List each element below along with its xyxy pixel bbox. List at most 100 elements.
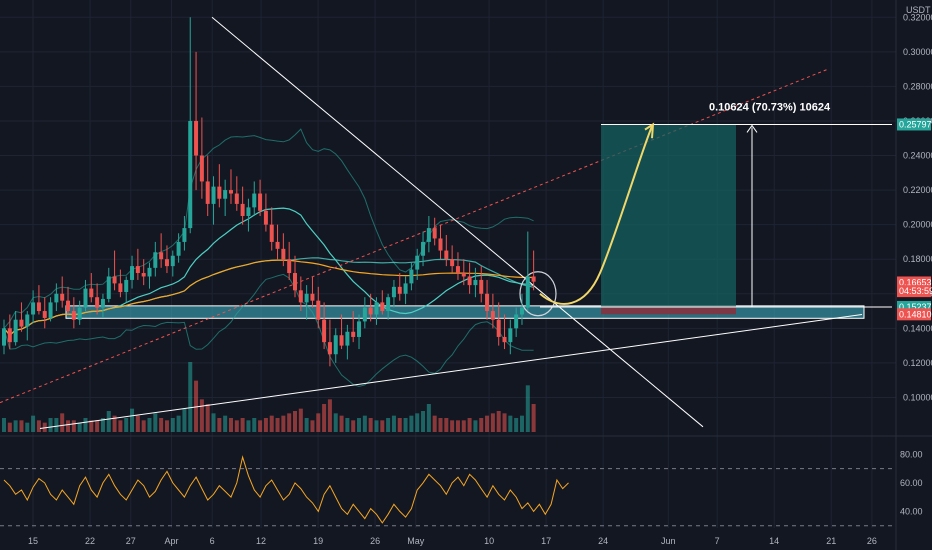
volume-bar — [48, 418, 53, 432]
volume-bar — [281, 415, 286, 432]
candle-body — [496, 319, 501, 337]
volume-bar — [217, 418, 222, 432]
volume-bar — [147, 418, 152, 432]
time-tick-label: 21 — [826, 536, 836, 546]
volume-bar — [71, 420, 76, 432]
candle-body — [211, 186, 216, 204]
candle-body — [89, 288, 94, 298]
volume-bar — [263, 418, 268, 432]
volume-bar — [106, 411, 111, 432]
candle-body — [42, 311, 47, 318]
time-tick-label: 24 — [598, 536, 608, 546]
volume-bar — [269, 415, 274, 432]
stop-zone — [601, 306, 736, 315]
volume-bars — [2, 362, 536, 432]
rsi-pane: 80.00 60.00 40.00 — [0, 449, 923, 527]
volume-bar — [223, 415, 228, 432]
volume-bar — [519, 415, 524, 432]
volume-bar — [176, 415, 181, 432]
candle-body — [327, 342, 332, 355]
volume-bar — [77, 422, 82, 432]
moving-average-slow — [3, 259, 534, 337]
volume-bar — [298, 408, 303, 432]
support-zone — [65, 305, 865, 319]
time-tick-label: 15 — [28, 536, 38, 546]
volume-bar — [531, 404, 536, 432]
trendlines[interactable] — [0, 16, 863, 430]
candle-body — [508, 328, 513, 343]
volume-bar — [386, 418, 391, 432]
price-badge-label: 0.15237 — [899, 302, 932, 312]
breakout-circle — [519, 271, 557, 317]
candles — [2, 17, 536, 367]
time-tick-label: 22 — [85, 536, 95, 546]
volume-bar — [258, 420, 263, 432]
volume-bar — [490, 413, 495, 432]
volume-bar — [397, 418, 402, 432]
volume-bar — [391, 415, 396, 432]
candle-body — [223, 190, 228, 199]
price-badge-label: 0.14810 — [899, 309, 932, 319]
ascending-trendline — [39, 314, 863, 430]
candle-body — [130, 266, 135, 280]
volume-bar — [479, 418, 484, 432]
price-badge-label: 0.16653 — [899, 277, 932, 287]
volume-bar — [403, 418, 408, 432]
volume-bar — [421, 411, 426, 432]
candle-body — [83, 288, 88, 308]
bollinger-lower — [3, 273, 534, 388]
volume-bar — [153, 413, 158, 432]
candle-body — [258, 193, 263, 211]
candle-body — [391, 286, 396, 298]
volume-bar — [135, 415, 140, 432]
candle-body — [275, 241, 280, 249]
support-zone-rect — [65, 305, 865, 319]
candle-body — [164, 259, 169, 267]
candle-body — [467, 276, 472, 286]
candle-body — [304, 293, 309, 303]
volume-bar — [304, 418, 309, 432]
volume-bar — [310, 420, 315, 432]
volume-bar — [199, 399, 204, 432]
volume-bar — [322, 404, 327, 432]
candle-body — [234, 193, 239, 204]
volume-bar — [112, 415, 117, 432]
candle-body — [380, 302, 385, 312]
candle-body — [438, 238, 443, 251]
candle-body — [263, 210, 268, 225]
candle-body — [269, 224, 274, 242]
candle-body — [159, 252, 164, 260]
candle-body — [112, 276, 117, 284]
candle-body — [176, 241, 181, 256]
candle-body — [141, 273, 146, 277]
candle-body — [281, 248, 286, 260]
candle-body — [124, 279, 129, 293]
candle-body — [316, 300, 321, 320]
candle-body — [100, 298, 105, 308]
volume-bar — [42, 422, 47, 432]
volume-bar — [432, 415, 437, 432]
candle-body — [153, 252, 158, 268]
candle-body — [444, 250, 449, 260]
long-position-tool[interactable]: 0.10624 (70.73%) 10624 — [539, 101, 892, 315]
time-tick-label: 27 — [126, 536, 136, 546]
volume-bar — [275, 418, 280, 432]
volume-bar — [60, 413, 65, 432]
candle-body — [322, 319, 327, 343]
candle-body — [473, 279, 478, 286]
volume-bar — [2, 418, 6, 432]
price-badge — [897, 118, 931, 131]
candle-body — [403, 283, 408, 294]
price-badge-label: 04:53:59 — [899, 286, 932, 296]
candle-body — [287, 259, 292, 274]
volume-bar — [130, 408, 135, 432]
candle-body — [182, 228, 187, 242]
volume-bar — [287, 413, 292, 432]
volume-bar — [380, 420, 385, 432]
volume-bar — [164, 420, 169, 432]
